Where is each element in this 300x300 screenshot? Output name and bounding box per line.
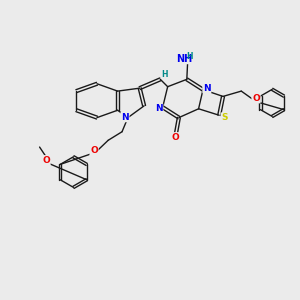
Text: O: O	[252, 94, 260, 103]
Text: O: O	[171, 133, 179, 142]
Text: O: O	[90, 146, 98, 155]
Text: N: N	[155, 104, 163, 113]
Text: O: O	[42, 156, 50, 165]
Text: NH: NH	[176, 54, 192, 64]
Text: H: H	[187, 52, 193, 61]
Text: H: H	[161, 70, 168, 79]
Text: N: N	[203, 84, 211, 93]
Text: N: N	[121, 112, 129, 122]
Text: S: S	[221, 113, 228, 122]
